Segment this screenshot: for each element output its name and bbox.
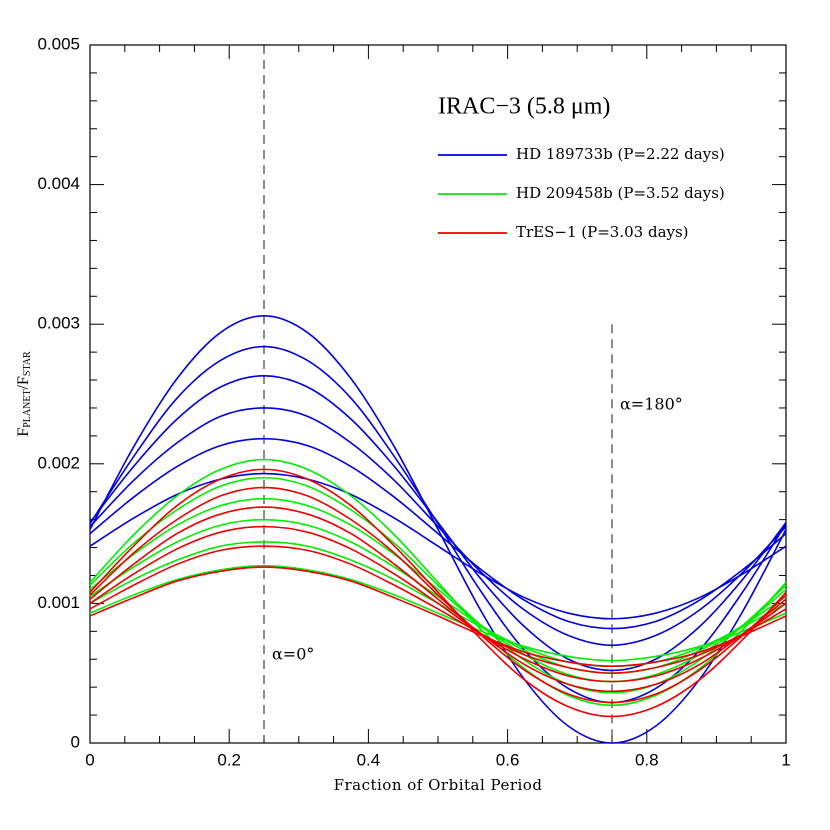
y-axis-label: FPLANET/FSTAR [15, 351, 34, 437]
series-curve [89, 525, 787, 683]
annotation: α=0° [272, 645, 314, 664]
x-tick-label: 0 [85, 750, 94, 769]
y-label-part: F [15, 428, 32, 437]
series-curve [89, 468, 787, 718]
series-curve [89, 345, 787, 704]
y-tick-label: 0.005 [37, 34, 80, 53]
annotation: α=180° [620, 395, 683, 414]
series-curve [89, 566, 787, 668]
series-curve [89, 407, 787, 647]
series-curve [89, 564, 787, 662]
x-tick-label: 0.2 [217, 750, 241, 769]
series-curve [89, 375, 787, 672]
series-curve [89, 437, 787, 630]
series-curve [89, 476, 787, 694]
series-curve [89, 506, 787, 693]
x-tick-label: 0.6 [496, 750, 520, 769]
y-tick-label: 0.001 [37, 593, 80, 612]
x-axis-label: Fraction of Orbital Period [334, 776, 543, 794]
y-tick-label: 0.003 [37, 314, 80, 333]
series-curve [89, 472, 787, 620]
legend-label: TrES−1 (P=3.03 days) [516, 223, 689, 241]
x-tick-label: 0.4 [357, 750, 381, 769]
legend-label: HD 209458b (P=3.52 days) [516, 184, 725, 202]
series-curve [89, 545, 787, 675]
legend-label: HD 189733b (P=2.22 days) [516, 145, 725, 163]
series-curve [89, 315, 787, 744]
series-curve [89, 486, 787, 704]
y-tick-label: 0.004 [37, 174, 80, 193]
series-curve [89, 518, 787, 675]
y-label-sub: PLANET [22, 389, 33, 427]
y-tick-label: 0.002 [37, 453, 80, 472]
x-tick-label: 1 [781, 750, 790, 769]
chart-title: IRAC−3 (5.8 μm) [438, 94, 610, 120]
y-label-sub: STAR [22, 351, 33, 376]
x-tick-label: 0.8 [635, 750, 659, 769]
series-curve [89, 497, 787, 683]
y-tick-label: 0 [71, 732, 80, 751]
y-label-part: /F [15, 376, 32, 389]
